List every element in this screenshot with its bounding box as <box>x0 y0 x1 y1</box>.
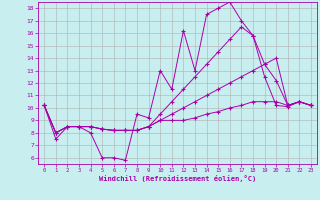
X-axis label: Windchill (Refroidissement éolien,°C): Windchill (Refroidissement éolien,°C) <box>99 175 256 182</box>
